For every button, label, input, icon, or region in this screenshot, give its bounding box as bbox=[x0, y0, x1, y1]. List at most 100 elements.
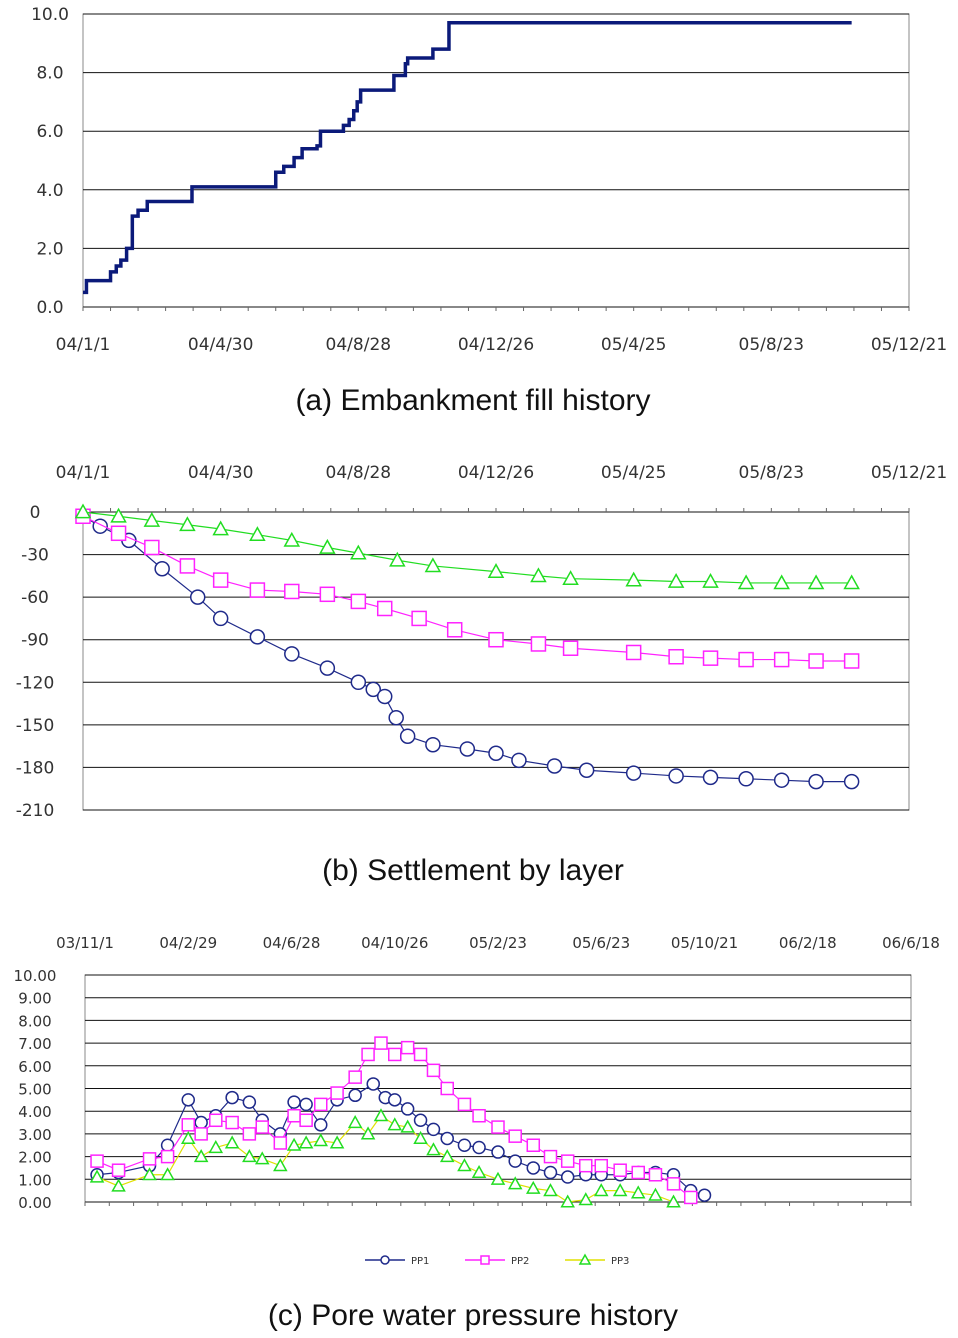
data-point-triangle bbox=[773, 574, 790, 590]
y-tick-label: -150 bbox=[16, 716, 55, 736]
x-tick-label: 04/1/1 bbox=[56, 463, 111, 483]
data-point-triangle bbox=[387, 1117, 403, 1131]
data-point-triangle bbox=[666, 1194, 681, 1208]
data-point-square bbox=[194, 1127, 208, 1141]
legend-label-pp1: PP1 bbox=[411, 1256, 429, 1267]
y-tick-label: 1.00 bbox=[18, 1171, 51, 1189]
y-tick-label: 2.0 bbox=[36, 239, 63, 259]
data-point-circle bbox=[578, 762, 595, 779]
data-point-square bbox=[249, 582, 266, 598]
data-point-square bbox=[530, 636, 547, 652]
caption-b: (b) Settlement by layer bbox=[322, 854, 624, 887]
data-point-triangle bbox=[350, 544, 367, 560]
legend-label-pp3: PP3 bbox=[611, 1256, 629, 1267]
x-tick-label: 04/4/30 bbox=[188, 335, 254, 355]
data-point-circle bbox=[212, 610, 229, 627]
data-point-square bbox=[843, 653, 860, 669]
data-point-triangle bbox=[273, 1158, 288, 1172]
data-point-triangle bbox=[143, 511, 161, 527]
data-point-square bbox=[144, 539, 160, 556]
data-point-square bbox=[625, 644, 642, 661]
data-point-circle bbox=[738, 771, 754, 787]
x-tick-label: 05/6/23 bbox=[572, 934, 630, 952]
y-tick-label: -210 bbox=[16, 801, 55, 821]
data-point-triangle bbox=[526, 1180, 541, 1194]
x-tick-labels-a: 04/1/1 04/4/30 04/8/28 04/12/26 05/4/25 05/8/… bbox=[56, 307, 947, 355]
data-point-circle bbox=[154, 561, 170, 577]
data-point-triangle bbox=[360, 1126, 376, 1140]
data-point-square bbox=[562, 640, 579, 656]
data-point-square bbox=[440, 1081, 454, 1096]
data-point-circle bbox=[388, 710, 404, 726]
data-point-square bbox=[683, 1190, 698, 1205]
data-point-triangle bbox=[208, 1139, 224, 1154]
data-point-square bbox=[209, 1113, 223, 1128]
data-point-circle bbox=[560, 1170, 575, 1184]
data-point-triangle bbox=[471, 1164, 487, 1179]
data-point-square bbox=[225, 1115, 239, 1130]
y-tick-label: 10.0 bbox=[31, 5, 69, 25]
data-point-square bbox=[738, 651, 754, 668]
data-point-triangle bbox=[487, 563, 505, 578]
data-point-circle bbox=[242, 1095, 257, 1109]
data-point-square bbox=[350, 593, 367, 610]
data-point-triangle bbox=[193, 1149, 209, 1163]
data-point-circle bbox=[189, 589, 206, 605]
y-tick-label: 4.0 bbox=[36, 181, 63, 201]
data-point-square bbox=[543, 1149, 558, 1164]
y-tick-labels-b: 0 -30 -60 -90 -120 -150 -180 -210 bbox=[16, 503, 55, 821]
data-point-square bbox=[411, 610, 427, 627]
data-point-square bbox=[666, 1177, 681, 1191]
data-point-circle bbox=[491, 1145, 505, 1159]
data-point-square bbox=[160, 1149, 175, 1164]
y-tick-label: 8.0 bbox=[36, 64, 63, 84]
data-point-circle bbox=[366, 1077, 380, 1091]
data-point-circle bbox=[284, 646, 300, 662]
data-point-triangle bbox=[630, 1185, 646, 1199]
y-tick-labels-a: 0.0 2.0 4.0 6.0 8.0 10.0 bbox=[31, 5, 69, 318]
data-point-circle bbox=[413, 1113, 428, 1128]
data-point-square bbox=[330, 1086, 344, 1100]
data-point-triangle bbox=[142, 1167, 157, 1181]
y-tick-label: -30 bbox=[21, 546, 49, 566]
x-tick-label: 04/12/26 bbox=[458, 335, 534, 355]
data-point-triangle bbox=[424, 557, 442, 573]
x-tick-labels-c: 03/11/1 04/2/29 04/6/28 04/10/26 05/2/23 05/6… bbox=[56, 934, 940, 1206]
data-point-square bbox=[702, 650, 719, 666]
plot-area-a bbox=[82, 13, 910, 308]
y-tick-label: -60 bbox=[21, 588, 49, 608]
x-tick-label: 04/8/28 bbox=[326, 463, 392, 483]
data-point-circle bbox=[314, 1118, 328, 1132]
data-point-square bbox=[111, 1163, 126, 1177]
data-point-circle bbox=[625, 765, 642, 781]
data-point-triangle bbox=[347, 1115, 363, 1129]
data-point-square bbox=[388, 1047, 402, 1062]
data-point-triangle bbox=[426, 1142, 441, 1156]
y-tick-label: 6.0 bbox=[36, 122, 63, 142]
x-tick-label: 04/1/1 bbox=[56, 335, 111, 355]
data-point-triangle bbox=[667, 572, 685, 588]
chart-pore-pressure: 0.00 1.00 2.00 3.00 4.00 5.00 6.00 7.00 8.00 9.00… bbox=[14, 934, 940, 1332]
data-point-square bbox=[348, 1070, 362, 1084]
data-point-circle bbox=[348, 1088, 362, 1103]
data-point-triangle bbox=[283, 531, 301, 547]
data-point-triangle bbox=[490, 1171, 506, 1185]
data-point-triangle bbox=[702, 572, 719, 588]
x-tick-label: 03/11/1 bbox=[56, 934, 114, 952]
y-tick-label: 4.00 bbox=[18, 1103, 51, 1121]
data-point-triangle bbox=[400, 1119, 415, 1133]
legend-c: PP1 PP2 PP3 bbox=[365, 1253, 629, 1267]
data-point-triangle bbox=[413, 1130, 428, 1144]
data-point-circle bbox=[546, 758, 563, 774]
data-point-square bbox=[508, 1129, 522, 1143]
data-point-square bbox=[361, 1047, 375, 1062]
y-tick-label: 3.00 bbox=[18, 1126, 51, 1144]
y-tick-label: 6.00 bbox=[18, 1058, 51, 1076]
data-point-square bbox=[255, 1120, 269, 1134]
x-tick-label: 05/12/21 bbox=[871, 335, 947, 355]
x-tick-label: 05/10/21 bbox=[671, 934, 738, 952]
data-point-square bbox=[488, 631, 504, 648]
x-tick-label: 04/6/28 bbox=[263, 934, 321, 952]
data-point-triangle bbox=[389, 551, 406, 567]
